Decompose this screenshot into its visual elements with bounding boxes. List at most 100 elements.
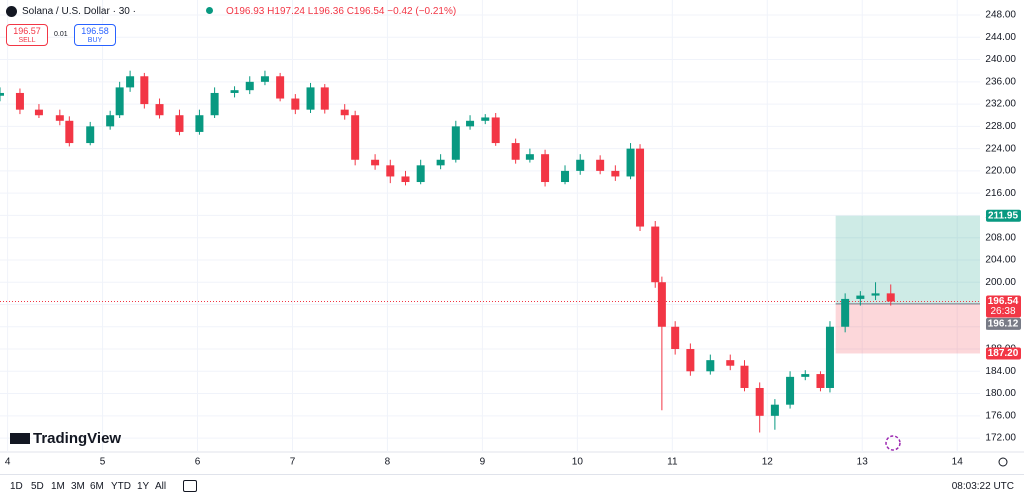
sell-price: 196.57	[13, 26, 41, 36]
candle-body	[65, 120, 74, 144]
x-tick-label: 11	[667, 457, 678, 468]
buy-price: 196.58	[81, 26, 109, 36]
countdown: 26:38	[990, 306, 1015, 317]
candle-body	[481, 117, 490, 121]
candle-body	[706, 360, 715, 372]
entry-price-tag: 196.12	[988, 318, 1019, 329]
date-range-icon[interactable]	[183, 480, 197, 492]
symbol[interactable]: Solana / U.S. Dollar · 30 ·	[22, 6, 136, 17]
y-tick-label: 236.00	[985, 76, 1016, 87]
candle-body	[34, 109, 43, 116]
buy-button[interactable]: 196.58 BUY	[74, 24, 116, 46]
y-tick-label: 204.00	[985, 255, 1016, 266]
y-tick-label: 184.00	[985, 366, 1016, 377]
stop-price-tag-bg	[986, 347, 1021, 360]
y-tick-label: 172.00	[985, 433, 1016, 444]
candle-body	[726, 360, 735, 366]
status-dot	[206, 6, 213, 17]
x-tick-label: 5	[100, 457, 106, 468]
candle-body	[260, 76, 269, 82]
candle-body	[801, 374, 810, 377]
ohlc-close: C196.54	[346, 6, 385, 17]
ohlc-open: O196.93	[226, 6, 265, 17]
candle-body	[15, 92, 24, 110]
y-tick-label: 244.00	[985, 32, 1016, 43]
ohlc-low: L196.36	[307, 6, 344, 17]
logo: TradingView	[10, 430, 121, 447]
candle-body	[86, 126, 95, 144]
range-button[interactable]: 5D	[31, 481, 44, 492]
candle-body	[816, 374, 825, 388]
range-button[interactable]: YTD	[111, 481, 131, 492]
candle-body	[306, 87, 315, 110]
y-tick-label: 220.00	[985, 166, 1016, 177]
candle-body	[195, 115, 204, 132]
candle-body	[451, 126, 460, 160]
sell-label: SELL	[18, 37, 36, 44]
y-tick-label: 228.00	[985, 121, 1016, 132]
range-button[interactable]: 1Y	[137, 481, 150, 492]
x-tick-label: 13	[857, 457, 869, 468]
candle-body	[436, 159, 445, 166]
candle-body	[651, 226, 660, 283]
y-tick-label: 208.00	[985, 232, 1016, 243]
x-tick-label: 9	[480, 457, 486, 468]
candle-body	[770, 404, 779, 416]
candle-body	[140, 76, 149, 105]
candle-body	[245, 81, 254, 91]
x-tick-label: 10	[572, 457, 584, 468]
candle-body	[491, 117, 500, 144]
range-button[interactable]: 1D	[10, 481, 23, 492]
candle-body	[525, 154, 534, 160]
candle-body	[657, 282, 666, 327]
candle-body	[115, 87, 124, 116]
candle-body	[371, 159, 380, 166]
candle-body	[611, 170, 620, 177]
candle-body	[175, 115, 184, 132]
target-zone	[835, 215, 980, 304]
entry-price-tag-bg	[986, 317, 1021, 330]
candle-body	[230, 90, 239, 93]
y-tick-label: 232.00	[985, 99, 1016, 110]
candle-body	[671, 326, 680, 350]
y-tick-label: 224.00	[985, 143, 1016, 154]
sell-button[interactable]: 196.57 SELL	[6, 24, 48, 46]
candle-body	[596, 159, 605, 171]
range-button[interactable]: All	[155, 481, 167, 492]
candle-body	[755, 387, 764, 416]
y-tick-label: 200.00	[985, 277, 1016, 288]
x-tick-label: 7	[290, 457, 296, 468]
buy-label: BUY	[87, 37, 103, 44]
range-button[interactable]: 3M	[71, 481, 85, 492]
candle-body	[541, 154, 550, 183]
stop-price-tag: 187.20	[988, 348, 1019, 359]
candle-body	[636, 148, 645, 227]
x-tick-label: 4	[5, 457, 11, 468]
range-button[interactable]: 6M	[90, 481, 104, 492]
x-tick-label: 6	[195, 457, 201, 468]
candle-body	[320, 87, 329, 110]
candle-body	[416, 165, 425, 183]
ohlc-change: −0.42 (−0.21%)	[387, 6, 457, 17]
y-tick-label: 180.00	[985, 388, 1016, 399]
ohlc-high: H197.24	[267, 6, 305, 17]
candle-body	[351, 115, 360, 160]
candle-body	[340, 109, 349, 116]
candle-body	[276, 76, 285, 99]
candle-body	[626, 148, 635, 177]
target-price-tag: 211.95	[988, 210, 1018, 221]
candle-body	[686, 349, 695, 372]
candle-body	[511, 143, 520, 160]
spread: 0.01	[54, 31, 68, 38]
target-price-tag-bg	[986, 209, 1021, 222]
ohlc: O196.93 H197.24 L196.36 C196.54 −0.42 (−…	[226, 6, 456, 17]
range-button[interactable]: 1M	[51, 481, 65, 492]
candle-body	[126, 76, 135, 88]
x-tick-label: 12	[762, 457, 774, 468]
x-tick-label: 14	[952, 457, 964, 468]
y-tick-label: 216.00	[985, 188, 1016, 199]
y-tick-label: 248.00	[985, 10, 1016, 21]
candle-body	[210, 92, 219, 116]
